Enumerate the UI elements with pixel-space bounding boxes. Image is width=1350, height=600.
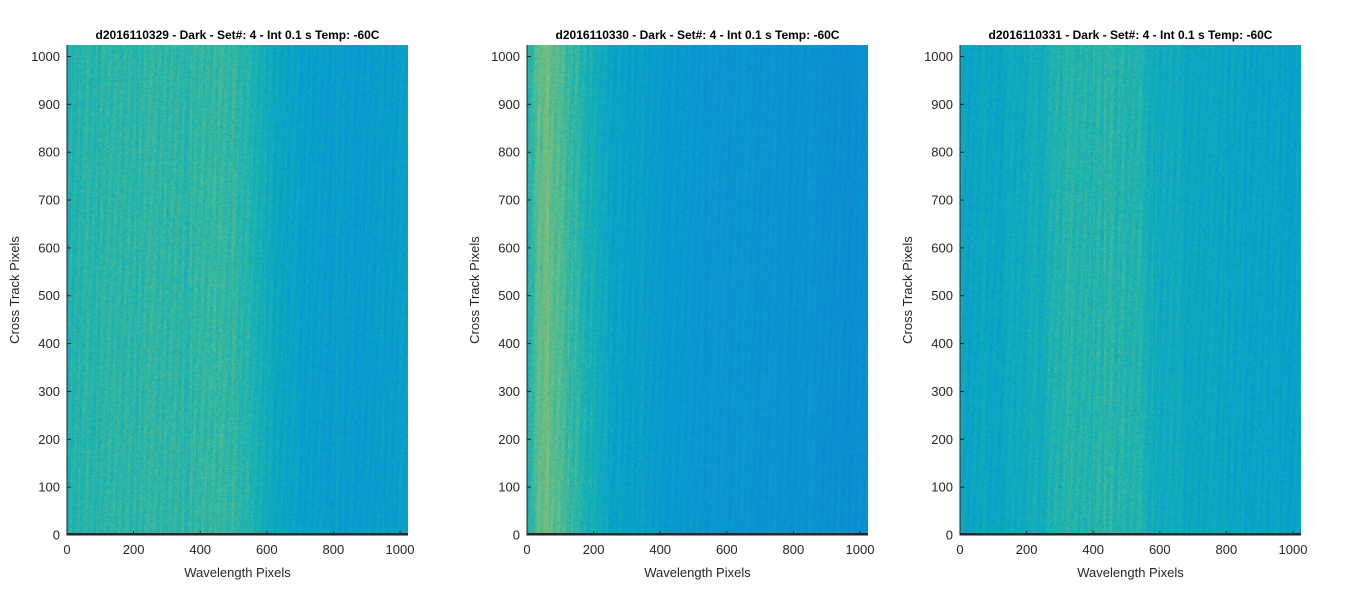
y-tick-label: 900: [498, 97, 520, 112]
heatmap-image: [960, 45, 1301, 535]
y-tick-label: 200: [498, 432, 520, 447]
x-tick-label: 0: [956, 542, 963, 557]
y-tick-label: 300: [38, 384, 60, 399]
x-tick-label: 600: [256, 542, 278, 557]
y-tick-label: 400: [38, 336, 60, 351]
y-tick-label: 1000: [924, 49, 953, 64]
heatmap-panel-1: 0 200 400 600 800 1000 0 100 200 300 400 500 600 700 8…: [7, 28, 414, 580]
chart-title: d2016110329 - Dark - Set#: 4 - Int 0.1 s…: [96, 28, 380, 42]
heatmap-image: [67, 45, 408, 535]
y-tick-label: 800: [498, 145, 520, 160]
heatmap-panel-3: 0 200 400 600 800 1000 0 100 200 300 400 500 600 700 8…: [900, 28, 1307, 580]
x-axis-label: Wavelength Pixels: [1077, 565, 1184, 580]
x-axis-label: Wavelength Pixels: [644, 565, 751, 580]
x-tick-label: 800: [783, 542, 805, 557]
x-axis-label: Wavelength Pixels: [184, 565, 291, 580]
y-tick-label: 0: [53, 528, 60, 543]
y-tick-label: 0: [513, 528, 520, 543]
y-tick-label: 700: [38, 193, 60, 208]
y-tick-label: 800: [931, 145, 953, 160]
y-tick-label: 300: [498, 384, 520, 399]
x-tick-label: 1000: [846, 542, 875, 557]
x-tick-label: 600: [716, 542, 738, 557]
x-tick-label: 400: [189, 542, 211, 557]
x-tick-label: 400: [649, 542, 671, 557]
heatmap-panel-2: 0 200 400 600 800 1000 0 100 200 300 400 500 600 700 8…: [467, 28, 874, 580]
y-tick-label: 100: [931, 480, 953, 495]
x-tick-label: 600: [1149, 542, 1171, 557]
x-tick-label: 1000: [386, 542, 415, 557]
y-tick-label: 800: [38, 145, 60, 160]
y-tick-label: 600: [498, 240, 520, 255]
y-tick-label: 500: [498, 288, 520, 303]
y-axis-label: Cross Track Pixels: [7, 236, 22, 344]
y-tick-label: 0: [946, 528, 953, 543]
heatmap-image: [527, 45, 868, 535]
y-tick-label: 200: [931, 432, 953, 447]
y-axis-label: Cross Track Pixels: [900, 236, 915, 344]
y-tick-label: 400: [931, 336, 953, 351]
y-axis-label: Cross Track Pixels: [467, 236, 482, 344]
y-tick-label: 900: [931, 97, 953, 112]
y-tick-label: 500: [931, 288, 953, 303]
x-tick-label: 0: [523, 542, 530, 557]
y-tick-label: 300: [931, 384, 953, 399]
x-tick-label: 200: [583, 542, 605, 557]
y-tick-label: 1000: [491, 49, 520, 64]
y-tick-label: 900: [38, 97, 60, 112]
y-tick-label: 600: [38, 240, 60, 255]
y-tick-label: 700: [498, 193, 520, 208]
chart-title: d2016110330 - Dark - Set#: 4 - Int 0.1 s…: [556, 28, 840, 42]
y-tick-label: 100: [498, 480, 520, 495]
x-tick-label: 800: [323, 542, 345, 557]
x-tick-label: 200: [123, 542, 145, 557]
y-tick-label: 100: [38, 480, 60, 495]
y-tick-label: 200: [38, 432, 60, 447]
x-tick-label: 1000: [1279, 542, 1308, 557]
y-tick-label: 400: [498, 336, 520, 351]
y-tick-label: 1000: [31, 49, 60, 64]
x-tick-label: 400: [1082, 542, 1104, 557]
x-tick-label: 200: [1016, 542, 1038, 557]
y-tick-label: 500: [38, 288, 60, 303]
chart-title: d2016110331 - Dark - Set#: 4 - Int 0.1 s…: [989, 28, 1273, 42]
x-tick-label: 800: [1216, 542, 1238, 557]
x-tick-label: 0: [63, 542, 70, 557]
y-tick-label: 600: [931, 240, 953, 255]
y-tick-label: 700: [931, 193, 953, 208]
